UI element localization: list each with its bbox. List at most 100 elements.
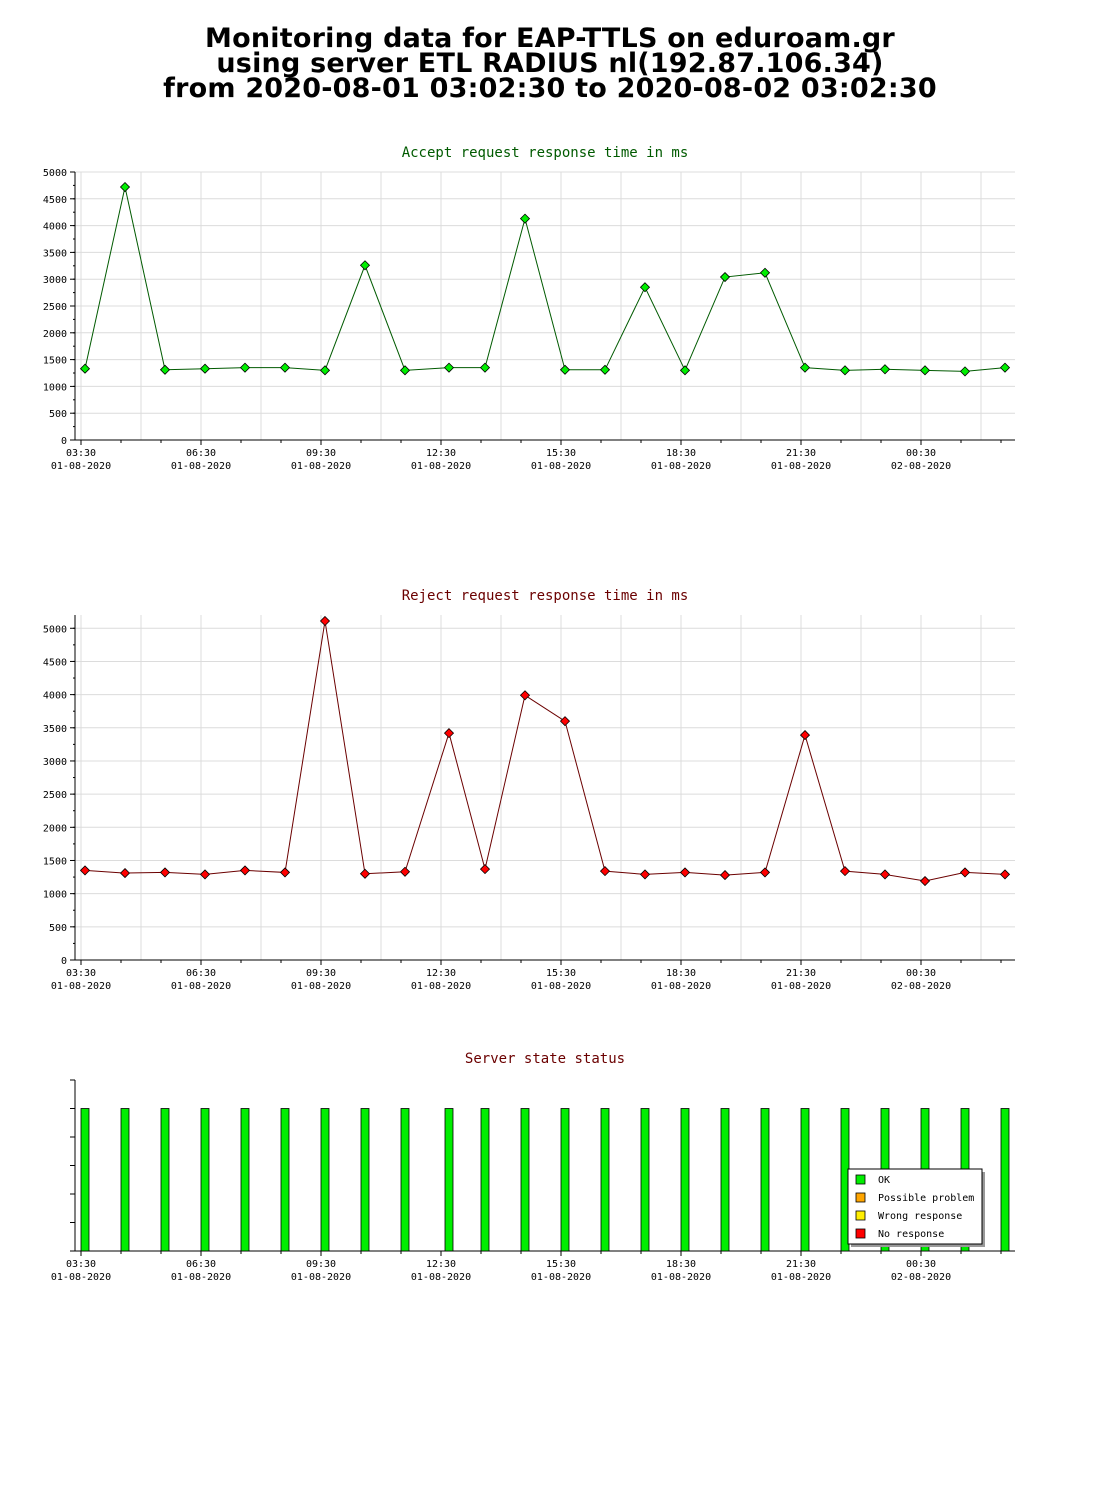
x-tick-date: 01-08-2020	[171, 981, 231, 992]
x-tick-date: 02-08-2020	[891, 1272, 951, 1283]
x-tick-time: 12:30	[426, 1259, 456, 1270]
data-point	[999, 362, 1011, 373]
legend-swatch	[855, 1228, 866, 1239]
x-tick-date: 01-08-2020	[291, 461, 351, 472]
x-tick-date: 01-08-2020	[771, 461, 831, 472]
status-bar	[160, 1108, 170, 1252]
y-tick-label: 2000	[43, 823, 67, 834]
data-point	[879, 869, 891, 880]
data-point	[839, 365, 851, 376]
data-point	[479, 362, 491, 373]
data-point	[399, 365, 411, 376]
data-point	[679, 365, 691, 376]
x-tick-date: 01-08-2020	[171, 1272, 231, 1283]
data-point	[359, 260, 371, 271]
status-bar	[1000, 1108, 1010, 1252]
header-line-2: using server ETL RADIUS nl(192.87.106.34…	[216, 48, 884, 79]
data-point	[479, 864, 491, 875]
chart-title: Accept request response time in ms	[402, 145, 689, 161]
data-point	[759, 267, 771, 278]
series-line	[84, 186, 1006, 372]
header-line-1: Monitoring data for EAP-TTLS on eduroam.…	[205, 23, 895, 54]
data-point	[443, 362, 455, 373]
y-tick-label: 500	[49, 409, 67, 420]
legend-box	[847, 1168, 983, 1245]
y-tick-label: 4500	[43, 195, 67, 206]
x-tick-time: 18:30	[666, 968, 696, 979]
y-tick-label: 3500	[43, 248, 67, 259]
data-point	[759, 867, 771, 878]
status-bar	[80, 1108, 90, 1252]
data-point	[119, 868, 131, 879]
legend-label: No response	[878, 1229, 944, 1240]
data-point	[399, 866, 411, 877]
y-tick-label: 1000	[43, 382, 67, 393]
series-line	[84, 620, 1006, 882]
x-tick-time: 00:30	[906, 968, 936, 979]
x-tick-time: 03:30	[66, 968, 96, 979]
data-point	[719, 870, 731, 881]
x-tick-date: 01-08-2020	[291, 981, 351, 992]
data-point	[799, 362, 811, 373]
status-bar	[760, 1108, 770, 1252]
data-point	[839, 866, 851, 877]
x-tick-time: 18:30	[666, 448, 696, 459]
data-point	[359, 868, 371, 879]
header-line-3: from 2020-08-01 03:02:30 to 2020-08-02 0…	[163, 73, 937, 104]
data-point	[199, 869, 211, 880]
y-tick-label: 4000	[43, 691, 67, 702]
x-tick-time: 00:30	[906, 1259, 936, 1270]
y-tick-label: 1500	[43, 856, 67, 867]
status-bar	[360, 1108, 370, 1252]
status-bar	[400, 1108, 410, 1252]
y-tick-label: 3000	[43, 275, 67, 286]
status-bar	[240, 1108, 250, 1252]
data-point	[679, 867, 691, 878]
data-point	[599, 364, 611, 375]
x-tick-date: 01-08-2020	[411, 1272, 471, 1283]
legend-label: Wrong response	[878, 1211, 962, 1222]
y-tick-label: 4500	[43, 657, 67, 668]
legend-swatch	[855, 1174, 866, 1185]
status-bar	[680, 1108, 690, 1252]
x-tick-date: 01-08-2020	[651, 461, 711, 472]
data-point	[239, 865, 251, 876]
data-point	[519, 213, 531, 224]
x-tick-date: 01-08-2020	[771, 1272, 831, 1283]
data-point	[799, 730, 811, 741]
accept-response-time-chart: Accept request response time in ms03:300…	[43, 145, 1015, 472]
x-tick-time: 09:30	[306, 448, 336, 459]
status-bar	[444, 1108, 454, 1252]
x-tick-date: 01-08-2020	[291, 1272, 351, 1283]
legend-swatch	[855, 1192, 866, 1203]
y-tick-label: 2500	[43, 790, 67, 801]
x-tick-date: 01-08-2020	[51, 1272, 111, 1283]
data-point	[279, 867, 291, 878]
x-tick-time: 21:30	[786, 1259, 816, 1270]
x-tick-time: 12:30	[426, 448, 456, 459]
data-point	[639, 282, 651, 293]
data-point	[919, 365, 931, 376]
server-state-status-chart: Server state status 03:30 01-08-2020 06:30 0…	[51, 1051, 1015, 1283]
data-point	[119, 181, 131, 193]
status-bar	[480, 1108, 490, 1252]
data-point	[719, 271, 731, 283]
data-point	[559, 364, 571, 375]
data-point	[879, 364, 891, 375]
status-bar	[800, 1108, 810, 1252]
legend-swatch	[855, 1210, 866, 1221]
data-point	[639, 869, 651, 880]
status-bar	[280, 1108, 290, 1252]
y-tick-label: 3500	[43, 724, 67, 735]
y-tick-label: 2500	[43, 302, 67, 313]
x-tick-date: 01-08-2020	[411, 461, 471, 472]
legend-label: OK	[878, 1175, 890, 1186]
x-tick-time: 06:30	[186, 1259, 216, 1270]
y-tick-label: 500	[49, 923, 67, 934]
x-tick-time: 06:30	[186, 448, 216, 459]
y-tick-label: 0	[61, 956, 67, 967]
x-tick-date: 01-08-2020	[171, 461, 231, 472]
x-tick-time: 00:30	[906, 448, 936, 459]
legend-label: Possible problem	[878, 1193, 974, 1204]
x-tick-date: 01-08-2020	[411, 981, 471, 992]
